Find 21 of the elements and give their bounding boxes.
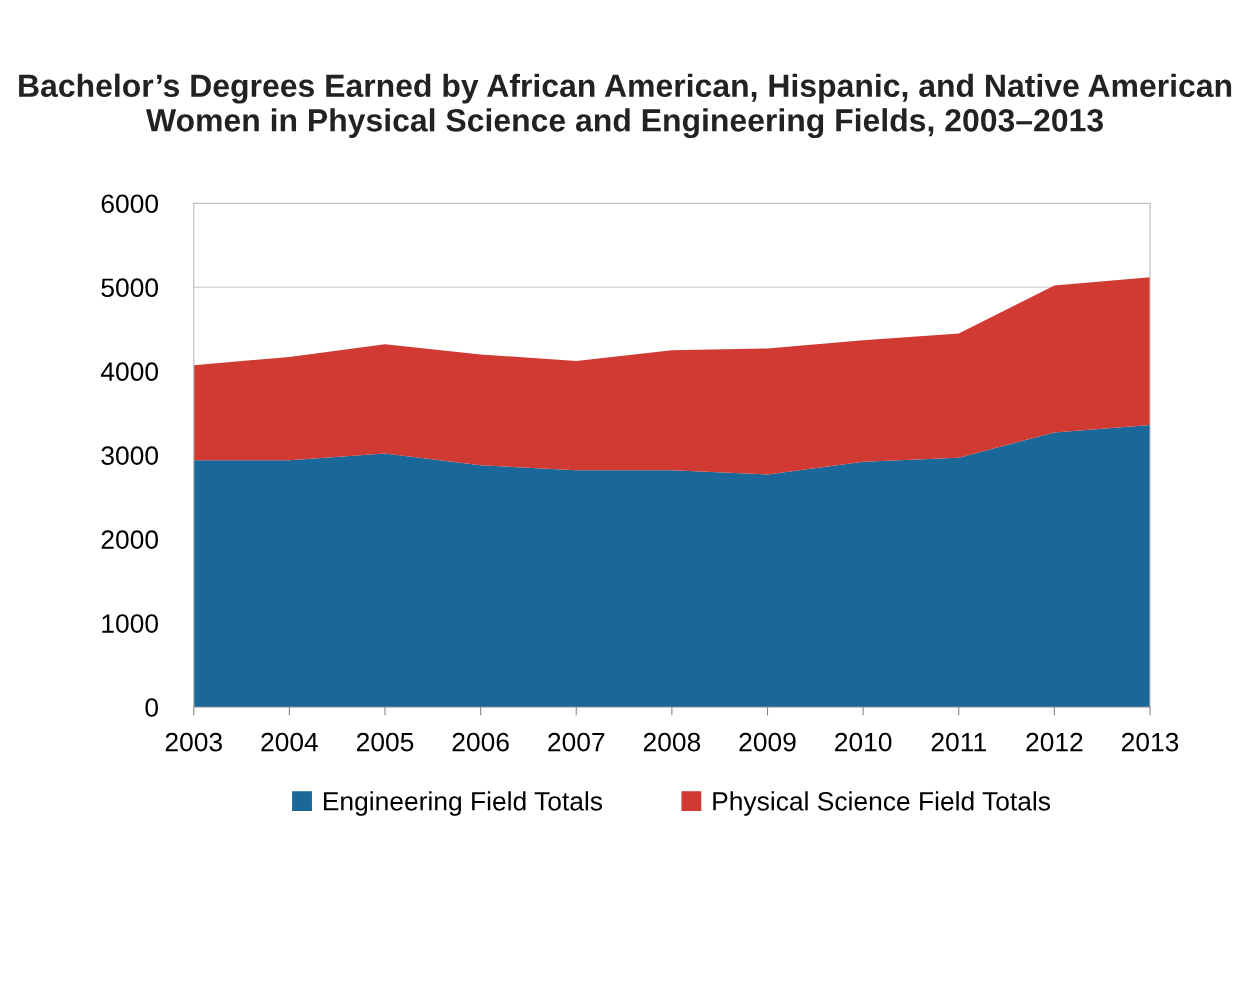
x-tick-label: 2009 bbox=[739, 732, 796, 752]
x-tick-label: 2004 bbox=[261, 732, 318, 752]
legend-label: Physical Science Field Totals bbox=[713, 791, 1051, 816]
x-tick-label: 2006 bbox=[452, 732, 509, 752]
x-tick-label: 2013 bbox=[1121, 732, 1179, 752]
y-tick-label: 6000 bbox=[101, 194, 158, 214]
x-tick-label: 2011 bbox=[931, 732, 986, 752]
x-tick-label: 2010 bbox=[835, 732, 892, 752]
chart-title: Bachelor’s Degrees Earned by African American, Hispanic, and Native American Women in Physical Science and Engineering Fields, 2003–2013 bbox=[19, 73, 1232, 139]
y-tick-label: 0 bbox=[145, 698, 158, 717]
x-tick-label: 2008 bbox=[643, 732, 701, 752]
x-tick-label: 2005 bbox=[356, 732, 414, 752]
y-tick-label: 4000 bbox=[100, 362, 158, 382]
x-tick-label: 2003 bbox=[165, 732, 222, 752]
y-tick-label: 1000 bbox=[102, 614, 158, 633]
y-tick-label: 3000 bbox=[101, 446, 158, 465]
y-tick-label: 2000 bbox=[101, 530, 158, 549]
y-tick-label: 5000 bbox=[101, 278, 158, 298]
legend-label: Engineering Field Totals bbox=[323, 791, 603, 816]
x-tick-label: 2007 bbox=[548, 732, 605, 752]
x-tick-label: 2012 bbox=[1026, 732, 1083, 752]
